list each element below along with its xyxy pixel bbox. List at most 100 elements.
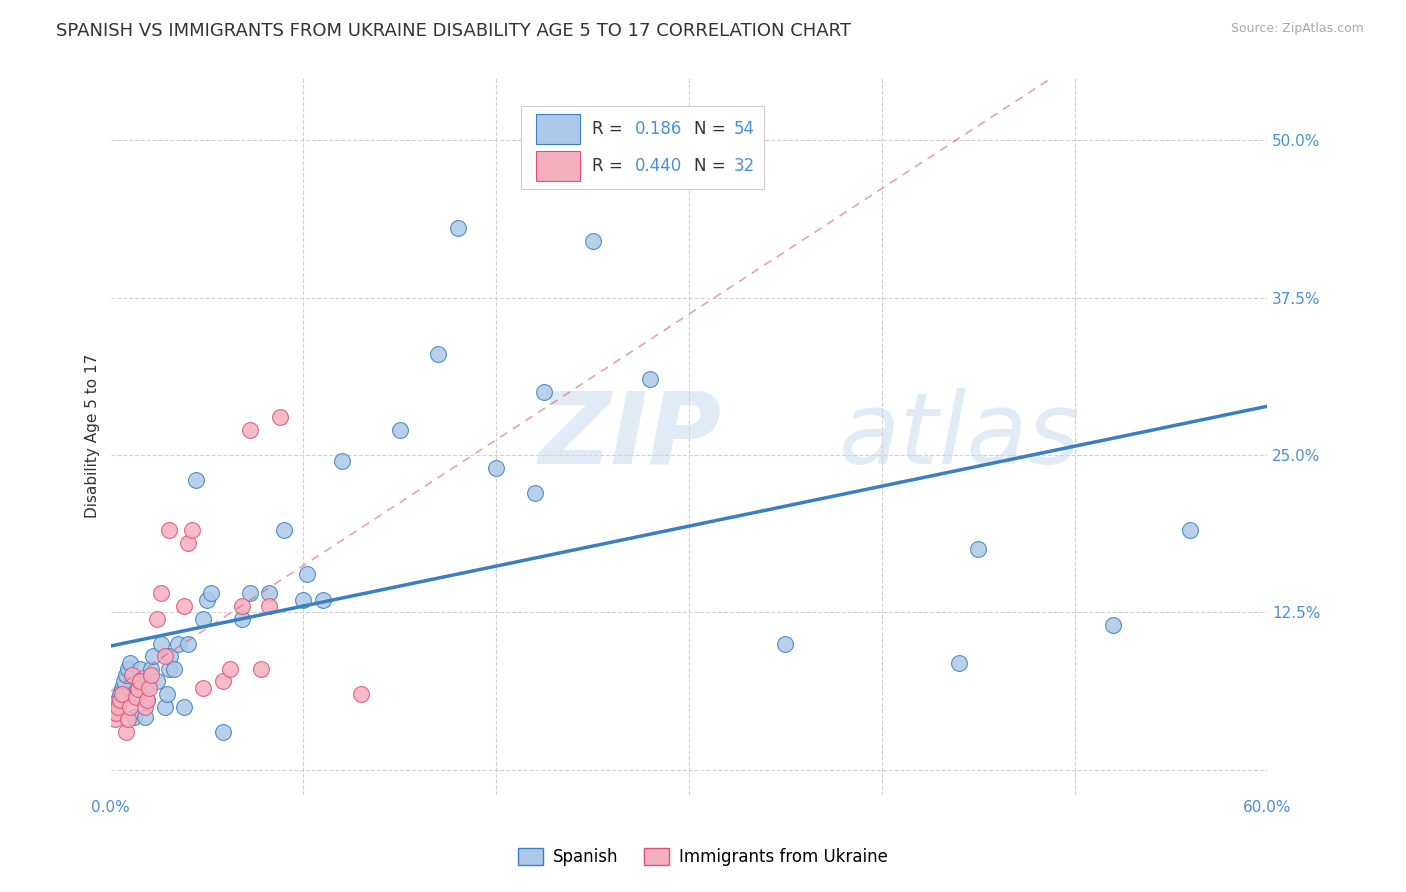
Point [138, 677, 160, 691]
Point [107, 693, 129, 707]
Point [533, 384, 555, 399]
Point [138, 681, 160, 695]
Point [118, 699, 141, 714]
Text: SPANISH VS IMMIGRANTS FROM UKRAINE DISABILITY AGE 5 TO 17 CORRELATION CHART: SPANISH VS IMMIGRANTS FROM UKRAINE DISAB… [56, 22, 851, 40]
FancyBboxPatch shape [522, 106, 765, 188]
Text: atlas: atlas [839, 387, 1081, 484]
Point [523, 485, 546, 500]
Text: 54: 54 [734, 120, 755, 137]
Text: N =: N = [693, 157, 725, 175]
Point [142, 649, 165, 664]
Point [141, 662, 163, 676]
Point [153, 699, 176, 714]
Text: 0.440: 0.440 [634, 157, 682, 175]
Point [193, 681, 215, 695]
Point [134, 709, 156, 723]
Point [128, 674, 150, 689]
Point [200, 586, 222, 600]
Text: N =: N = [693, 120, 725, 137]
Point [117, 712, 139, 726]
Point [127, 674, 149, 689]
FancyBboxPatch shape [536, 114, 581, 144]
Point [146, 611, 169, 625]
Point [1180, 524, 1202, 538]
Point [157, 662, 180, 676]
Point [297, 567, 319, 582]
Point [128, 662, 150, 676]
Point [134, 699, 156, 714]
Point [948, 656, 970, 670]
Point [110, 687, 132, 701]
Point [231, 599, 253, 613]
Point [136, 693, 159, 707]
Point [153, 649, 176, 664]
Point [1102, 617, 1125, 632]
Point [105, 699, 128, 714]
Point [112, 674, 135, 689]
Point [157, 524, 180, 538]
Point [967, 542, 990, 557]
Text: R =: R = [592, 157, 623, 175]
Point [250, 662, 273, 676]
Point [163, 662, 186, 676]
Legend: Spanish, Immigrants from Ukraine: Spanish, Immigrants from Ukraine [512, 841, 894, 873]
Point [149, 637, 172, 651]
Point [156, 687, 179, 701]
Text: R =: R = [592, 120, 623, 137]
Point [180, 524, 202, 538]
Point [211, 674, 233, 689]
Point [105, 706, 128, 720]
Point [427, 347, 450, 361]
Point [292, 592, 315, 607]
Point [122, 709, 145, 723]
Point [312, 592, 335, 607]
Point [125, 690, 148, 704]
Point [195, 592, 218, 607]
Point [141, 668, 163, 682]
Y-axis label: Disability Age 5 to 17: Disability Age 5 to 17 [86, 354, 100, 518]
Point [115, 668, 138, 682]
Point [177, 637, 200, 651]
Point [111, 687, 134, 701]
Point [111, 681, 134, 695]
Point [485, 460, 508, 475]
Point [177, 536, 200, 550]
Point [257, 586, 280, 600]
Text: ZIP: ZIP [538, 387, 721, 484]
Point [231, 611, 253, 625]
Point [330, 454, 353, 468]
Point [388, 423, 411, 437]
Point [775, 637, 797, 651]
Point [107, 699, 129, 714]
FancyBboxPatch shape [536, 151, 581, 181]
Point [125, 687, 148, 701]
Point [193, 611, 215, 625]
Point [257, 599, 280, 613]
Point [103, 712, 125, 726]
Point [238, 586, 260, 600]
Point [211, 724, 233, 739]
Point [136, 693, 159, 707]
Text: 0.186: 0.186 [634, 120, 682, 137]
Point [350, 687, 373, 701]
Point [117, 662, 139, 676]
Point [110, 693, 132, 707]
Point [167, 637, 190, 651]
Point [238, 423, 260, 437]
Point [269, 410, 291, 425]
Point [146, 674, 169, 689]
Text: 32: 32 [734, 157, 755, 175]
Point [118, 656, 141, 670]
Point [149, 586, 172, 600]
Point [273, 524, 295, 538]
Point [173, 699, 195, 714]
Point [103, 706, 125, 720]
Point [184, 473, 207, 487]
Point [640, 372, 662, 386]
Point [219, 662, 242, 676]
Point [582, 234, 605, 248]
Point [159, 649, 181, 664]
Point [127, 681, 149, 696]
Text: Source: ZipAtlas.com: Source: ZipAtlas.com [1230, 22, 1364, 36]
Point [115, 724, 138, 739]
